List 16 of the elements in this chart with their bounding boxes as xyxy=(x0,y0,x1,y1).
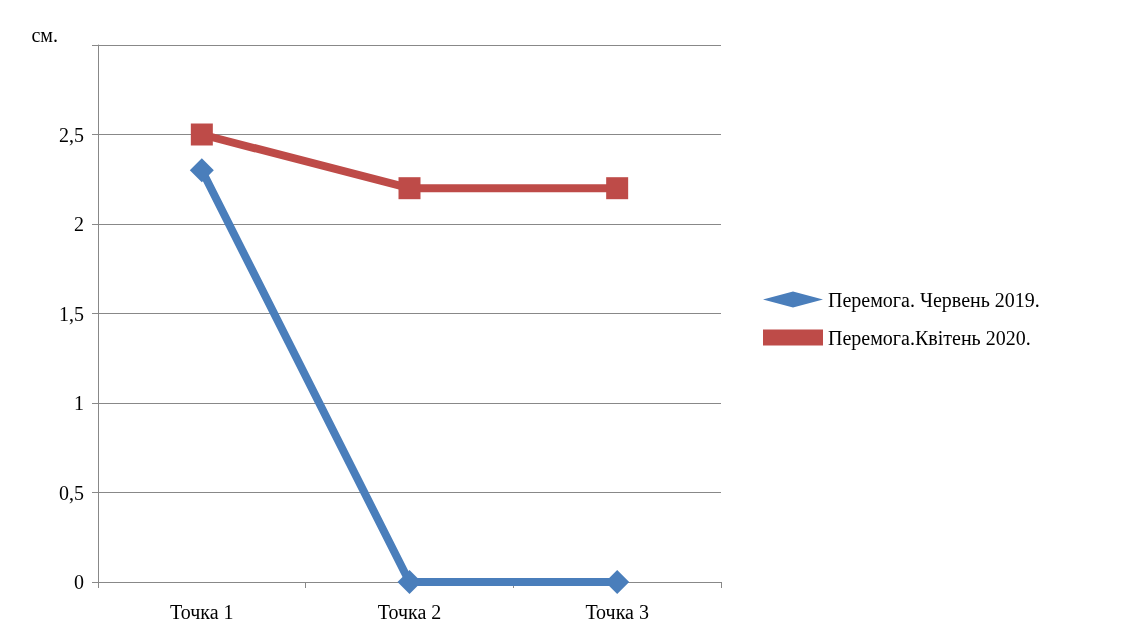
point xyxy=(190,123,213,146)
y-axis-title: см. xyxy=(31,24,58,46)
x-tick-label: Точка 2 xyxy=(377,601,442,623)
y-tick-label: 0 xyxy=(74,571,84,593)
point xyxy=(398,177,421,200)
y-tick-label: 2,5 xyxy=(59,123,84,146)
point xyxy=(189,158,214,183)
x-tick-label: Точка 1 xyxy=(170,601,234,623)
legend-label: Перемога. Червень 2019. xyxy=(828,288,1040,312)
point xyxy=(606,177,629,200)
y-tick-label: 0,5 xyxy=(59,481,84,504)
y-tick-label: 2 xyxy=(74,213,84,235)
y-tick-label: 1,5 xyxy=(59,302,84,325)
x-tick-label: Точка 3 xyxy=(585,601,649,623)
y-tick-label: 1 xyxy=(74,392,84,414)
legend-label: Перемога.Квітень 2020. xyxy=(828,326,1031,350)
